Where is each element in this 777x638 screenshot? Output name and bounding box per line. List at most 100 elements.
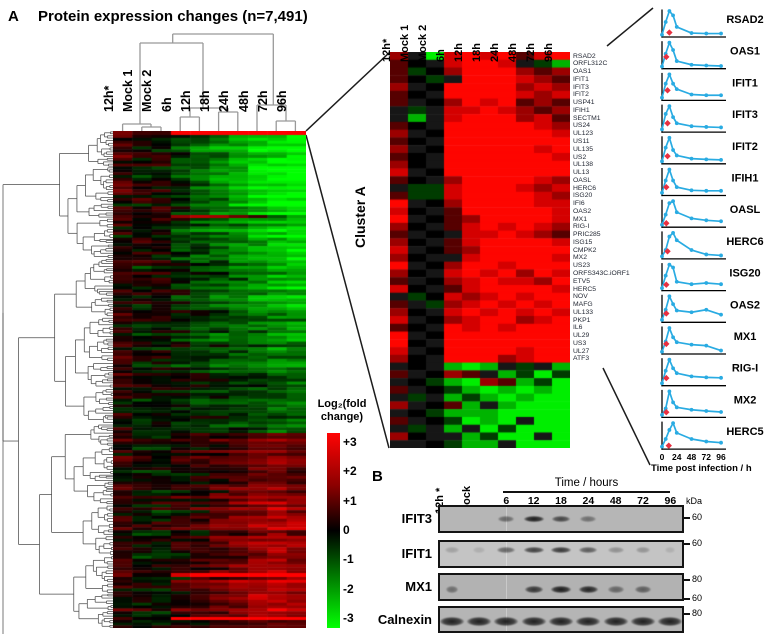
sparkline-gene-label: MX2 [734,394,757,406]
protein-band [631,617,655,626]
panel-b-label: B [372,468,383,485]
cluster-column-label: 24h [489,43,501,62]
gene-label: US24 [573,122,591,130]
gene-label: ISG20 [573,192,593,200]
protein-band [473,547,485,554]
sparkline-gene-label: RIG-I [732,363,758,375]
kda-marker-tick [684,597,690,600]
western-time-lane: 18 [555,495,567,507]
protein-band [578,586,598,594]
gene-label: CMPK2 [573,246,597,254]
western-blot-name: IFIT3 [401,511,432,526]
main-column-label: 48h [236,90,251,112]
sparkline-x-tick: 24 [672,452,682,462]
protein-band [524,586,543,594]
gene-label: IFIT3 [573,83,589,91]
gene-label: USP41 [573,99,595,107]
western-blot-name: MX1 [405,579,432,594]
main-column-label: Mock 1 [120,69,135,112]
cluster-column-label: 18h [471,43,483,62]
gene-label: UL135 [573,145,594,153]
protein-band [523,515,544,522]
main-heatmap [113,131,306,628]
main-column-label: 18h [198,90,213,112]
protein-band [444,547,459,554]
protein-band [439,617,464,626]
colorbar-tick: -2 [343,581,354,596]
sparkline-x-tick: 48 [687,452,697,462]
gene-label: IL6 [573,324,583,332]
cluster-column-label: 12h [453,43,465,62]
kda-marker-value: 60 [692,537,703,548]
protein-band [580,515,597,522]
western-time-lane: 12 [527,495,540,507]
western-blot-box [438,606,684,633]
main-column-label: 72h [256,90,271,112]
western-time-lane: 48 [609,495,622,507]
kda-marker-value: 80 [692,608,703,619]
main-column-label: 6h [159,97,174,112]
gene-label: OAS1 [573,68,592,76]
sparkline-gene-label: IFIT1 [732,77,758,89]
main-column-label: Mock 2 [140,69,155,112]
gene-label: UL133 [573,308,594,316]
protein-band [498,515,515,522]
western-kda-unit: kDa [686,496,703,506]
colorbar-tick: +2 [343,464,357,479]
gene-label: OASL [573,176,592,184]
sparkline-gene-label: OAS1 [730,46,760,58]
colorbar-tick: -3 [343,610,354,625]
gene-label: ETV5 [573,277,590,285]
blot-membrane-seam [506,575,507,599]
panel-a-label: A [8,8,19,25]
sparkline-gene-label: IFIT2 [732,141,758,153]
western-blot-box [438,573,684,601]
colorbar-tick: -1 [343,552,354,567]
colorbar-tick: +1 [343,493,357,508]
cluster-column-label: Mock 1 [399,24,411,62]
main-column-label: 12h* [101,85,116,112]
colorbar-tick: +3 [343,435,357,449]
sparkline-gene-label: MX1 [734,331,757,343]
gene-label: UL13 [573,169,590,177]
kda-marker-value: 60 [692,512,703,523]
protein-band [635,586,651,594]
protein-band [579,547,598,554]
kda-marker-tick [684,579,690,582]
gene-label: ATF3 [573,355,590,363]
sparkline-gene-label: IFIH1 [732,173,759,185]
protein-band [523,547,544,554]
gene-label: US23 [573,262,591,270]
sparkline-plots: RSAD2 OAS1 IFIT1 IFIT3 IFIT2 IFIH1 OASL HERC6 IS… [651,9,764,474]
gene-label: ISG15 [573,238,593,246]
cluster-a-heatmap [390,52,570,448]
western-time-lane: 72 [637,495,649,507]
gene-label: IFI6 [573,200,585,208]
gene-label: IFIH1 [573,106,590,114]
cluster-column-label: 6h [435,49,447,62]
protein-band [494,617,519,626]
protein-band [603,617,628,626]
figure-title: Protein expression changes (n=7,491) [38,8,308,25]
sparkline-gene-label: HERC6 [726,236,763,248]
western-blot-box [438,505,684,533]
colorbar-tick: 0 [343,522,350,537]
blot-membrane-seam [506,542,507,566]
main-column-label: 24h [217,90,232,112]
main-column-label: 12h [178,90,193,112]
kda-marker-tick [684,542,690,545]
western-blot-box [438,540,684,568]
gene-label: MX2 [573,254,587,262]
sparkline-gene-label: ISG20 [729,268,760,280]
gene-label: SECTM1 [573,114,601,122]
western-time-header: Time / hours [554,477,619,489]
gene-label: UL29 [573,332,590,340]
sparkline-x-tick: 96 [716,452,726,462]
western-time-lane: 6 [503,495,510,507]
sparkline-gene-label: OAS2 [730,299,760,311]
gene-label: UL27 [573,347,590,355]
protein-band [467,617,491,626]
gene-label: MAFG [573,301,593,309]
sparkline-gene-label: OASL [730,204,761,216]
